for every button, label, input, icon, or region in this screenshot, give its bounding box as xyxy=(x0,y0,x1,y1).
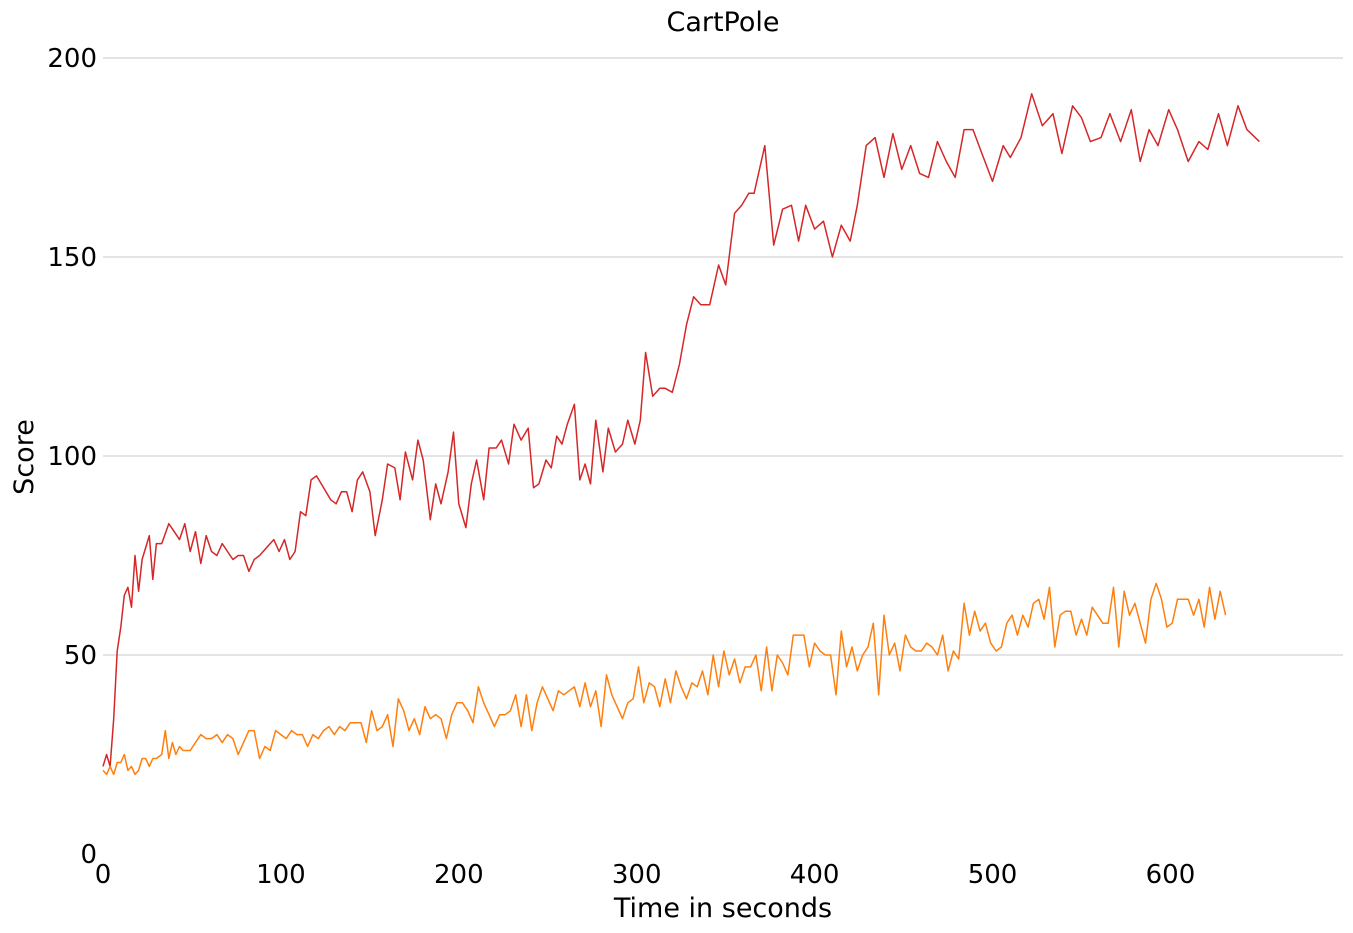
gridlines xyxy=(103,57,1343,656)
y-axis-title: Score xyxy=(9,419,40,495)
x-axis-ticks: 0 100 200 300 400 500 600 xyxy=(95,860,1196,890)
y-tick-label: 100 xyxy=(47,442,97,472)
y-tick-label: 50 xyxy=(64,641,97,671)
y-tick-label: 0 xyxy=(80,840,97,870)
x-tick-label: 500 xyxy=(968,860,1018,890)
x-tick-label: 0 xyxy=(95,860,112,890)
y-tick-label: 200 xyxy=(47,44,97,74)
series-group xyxy=(102,93,1260,776)
chart-title: CartPole xyxy=(666,7,779,38)
x-tick-label: 600 xyxy=(1146,860,1196,890)
y-tick-label: 150 xyxy=(47,243,97,273)
y-axis-ticks: 0 50 100 150 200 xyxy=(47,44,97,870)
x-tick-label: 300 xyxy=(612,860,662,890)
x-axis-title: Time in seconds xyxy=(613,893,832,924)
x-tick-label: 100 xyxy=(256,860,306,890)
series-line-1 xyxy=(102,93,1260,768)
x-tick-label: 400 xyxy=(790,860,840,890)
series-line-2 xyxy=(102,582,1227,776)
x-tick-label: 200 xyxy=(434,860,484,890)
